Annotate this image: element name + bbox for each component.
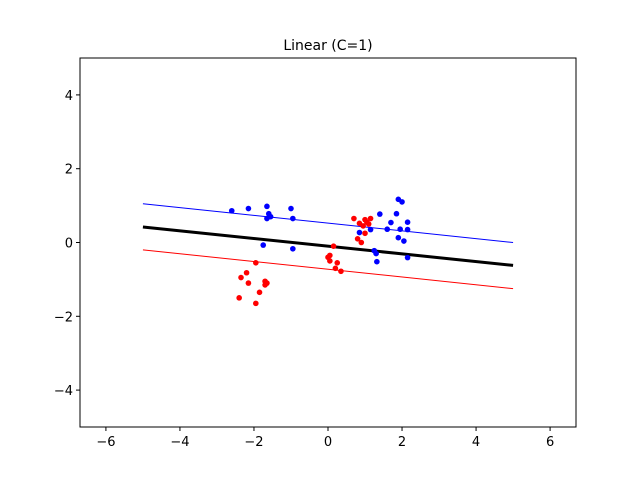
data-point [393, 210, 400, 217]
data-point [388, 219, 394, 226]
data-point [367, 226, 374, 233]
data-point [332, 265, 339, 272]
data-point [262, 282, 268, 288]
data-point [360, 223, 366, 229]
x-tick-label: −2 [244, 435, 263, 450]
data-point [374, 258, 380, 265]
y-tick-label: 4 [65, 89, 73, 104]
data-point [404, 254, 411, 261]
y-tick-label: 2 [65, 163, 73, 178]
data-point [236, 295, 242, 301]
data-point [401, 238, 407, 244]
data-point [228, 207, 235, 214]
x-tick-label: 4 [472, 435, 480, 450]
data-point [290, 245, 296, 252]
chart-title: Linear (C=1) [283, 38, 372, 54]
x-tick-label: −4 [170, 435, 189, 450]
data-point [377, 211, 383, 217]
x-tick-label: −6 [96, 435, 115, 450]
data-point [395, 234, 402, 241]
data-point [264, 203, 270, 210]
data-point [238, 274, 244, 281]
data-point [288, 205, 294, 212]
data-point [260, 242, 267, 248]
data-point [356, 229, 363, 236]
data-point [290, 215, 296, 222]
margin-blue-line [142, 203, 514, 243]
y-tick-label: −4 [54, 384, 73, 399]
data-point [404, 219, 411, 226]
data-point [373, 250, 379, 257]
x-tick-label: 6 [546, 435, 554, 450]
decision-boundary-line [142, 225, 514, 267]
data-point [358, 239, 365, 246]
x-axis: −6 −4 −2 0 2 4 6 [96, 427, 554, 450]
data-point [253, 259, 259, 266]
data-point [365, 221, 372, 227]
data-point [399, 199, 405, 205]
data-point [245, 280, 252, 286]
data-point [384, 226, 391, 233]
data-point [330, 243, 337, 249]
data-point [245, 205, 252, 212]
margin-red-line [142, 249, 514, 290]
data-point [354, 236, 361, 242]
x-tick-label: 0 [324, 435, 332, 450]
plot-area: −6 −4 −2 0 2 4 6 −4 −2 0 2 4 [54, 57, 577, 450]
data-point [367, 215, 374, 222]
data-layer [142, 196, 514, 307]
data-point [256, 289, 263, 296]
data-point [253, 300, 259, 307]
data-point [334, 259, 341, 266]
y-tick-label: 0 [65, 237, 73, 252]
y-axis: −4 −2 0 2 4 [54, 89, 80, 399]
data-point [327, 258, 333, 264]
y-tick-label: −2 [54, 310, 73, 325]
data-point [243, 269, 250, 276]
x-tick-label: 2 [398, 435, 406, 450]
data-point [338, 268, 344, 275]
data-point [397, 226, 403, 233]
data-point [404, 226, 411, 233]
data-point [264, 215, 270, 222]
data-point [351, 215, 357, 222]
data-point [362, 230, 368, 237]
